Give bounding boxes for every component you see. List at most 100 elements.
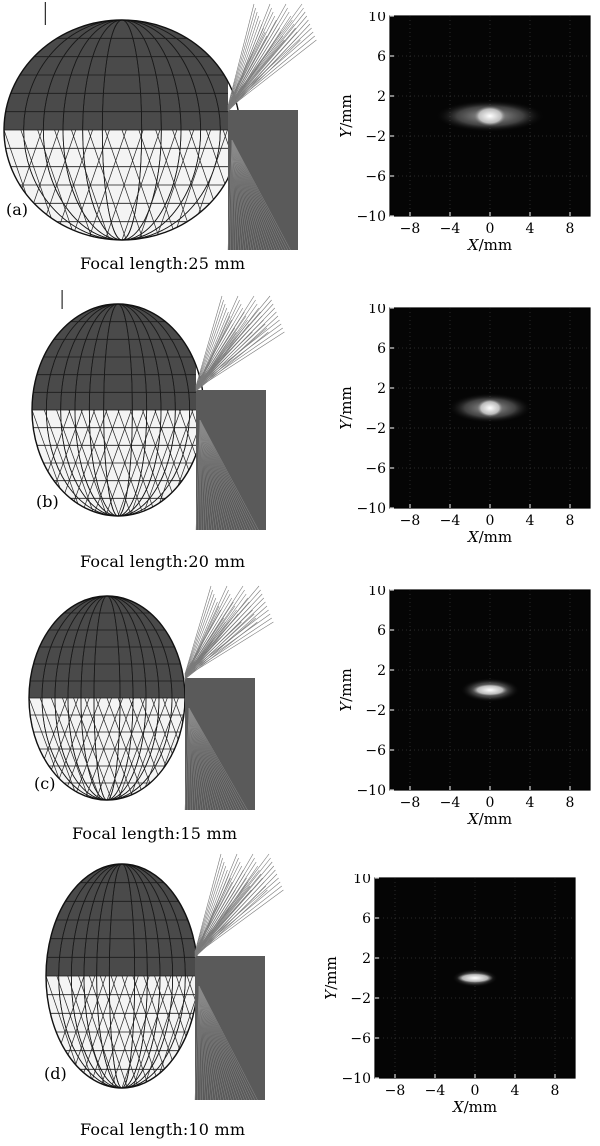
ray: [194, 853, 238, 957]
ray: [198, 985, 245, 1100]
ray: [198, 985, 222, 1100]
x-tick-label: 0: [486, 513, 495, 529]
spot-plot-d: −8 −4 0 4 8 10 6 2 −2 −6 −10 X/mm Y/mm: [322, 874, 576, 1116]
ray: [195, 295, 271, 387]
y-tick-label: 10: [368, 586, 386, 599]
ray: [195, 303, 226, 389]
ray-internal: [121, 975, 161, 1088]
ray: [227, 31, 314, 108]
ray: [198, 985, 224, 1100]
spot-core: [472, 684, 508, 696]
ray: [188, 707, 240, 810]
ray: [198, 985, 211, 1100]
y-tick-label: 6: [377, 341, 386, 357]
x-tick-label: −8: [400, 795, 421, 811]
ray: [199, 419, 246, 530]
ray: [231, 139, 265, 250]
output-beam: [195, 956, 265, 1100]
y-tick-label: 2: [362, 951, 371, 967]
ray: [231, 139, 276, 250]
x-tick-label: 4: [511, 1083, 520, 1099]
ray: [227, 15, 260, 110]
ray: [188, 707, 217, 810]
ray: [194, 885, 282, 955]
ray: [184, 707, 190, 810]
ray-internal: [132, 975, 172, 1088]
ray: [195, 307, 244, 388]
ray: [231, 139, 286, 250]
ray: [227, 31, 298, 110]
ray: [199, 419, 254, 530]
ray: [231, 139, 278, 250]
ray: [227, 7, 304, 108]
ray: [184, 593, 231, 675]
ray: [198, 985, 214, 1100]
ray: [195, 299, 224, 388]
ray: [195, 303, 242, 387]
ray-internal: [93, 409, 132, 516]
ray: [184, 613, 271, 676]
ray: [199, 419, 236, 530]
lens-model-d: [45, 853, 284, 1100]
ray: [195, 311, 229, 391]
ray: [231, 139, 257, 250]
panel-label-a: (a): [6, 200, 29, 219]
ray-internal: [142, 409, 181, 516]
ray: [199, 419, 202, 530]
ray: [198, 985, 248, 1100]
ray: [188, 707, 199, 810]
ray: [227, 139, 233, 250]
ray: [188, 707, 196, 810]
ray-internal: [154, 975, 193, 1088]
ray: [231, 139, 289, 250]
ray: [198, 985, 235, 1100]
ray-internal: [110, 975, 150, 1088]
lens-model-a: Y: [3, 0, 317, 250]
ray: [227, 3, 303, 107]
ray: [198, 985, 250, 1100]
ray-internal: [73, 697, 112, 800]
ray: [231, 139, 252, 250]
ray: [195, 311, 261, 387]
ray: [199, 419, 231, 530]
x-tick-label: 0: [486, 221, 495, 237]
ray: [184, 617, 272, 677]
caption-a: Focal length:25 mm: [80, 254, 246, 273]
ray: [184, 597, 217, 678]
ray: [188, 707, 220, 810]
ray: [188, 707, 201, 810]
ray: [198, 985, 201, 1100]
ray: [184, 589, 229, 680]
ray: [198, 985, 206, 1100]
ray: [231, 139, 283, 250]
ray: [231, 139, 260, 250]
ray: [188, 707, 222, 810]
ray: [188, 707, 191, 810]
lens-model-c: [28, 585, 274, 810]
y-tick-label: −10: [356, 501, 386, 517]
y-tick-label: −2: [365, 129, 386, 145]
ray: [199, 419, 249, 530]
ray: [231, 139, 247, 250]
output-beam: [228, 110, 298, 250]
y-tick-label: −10: [356, 209, 386, 225]
x-tick-label: 0: [486, 795, 495, 811]
ray: [184, 585, 244, 677]
ray: [227, 11, 258, 109]
ray: [227, 3, 255, 107]
ray: [227, 11, 274, 107]
ray: [230, 139, 233, 250]
ray: [188, 707, 230, 810]
ray: [198, 985, 204, 1100]
spot-core: [457, 973, 493, 983]
spot-plot-c: −8 −4 0 4 8 10 6 2 −2 −6 −10 X/mm Y/mm: [337, 586, 591, 828]
y-axis-label: Y/mm: [337, 386, 355, 429]
x-tick-label: 4: [526, 795, 535, 811]
ray-internal: [95, 697, 135, 800]
y-tick-label: −6: [365, 743, 386, 759]
ray: [231, 139, 268, 250]
ray: [199, 419, 233, 530]
x-tick-label: −4: [425, 1083, 446, 1099]
ray: [187, 707, 190, 810]
ray: [184, 593, 263, 677]
